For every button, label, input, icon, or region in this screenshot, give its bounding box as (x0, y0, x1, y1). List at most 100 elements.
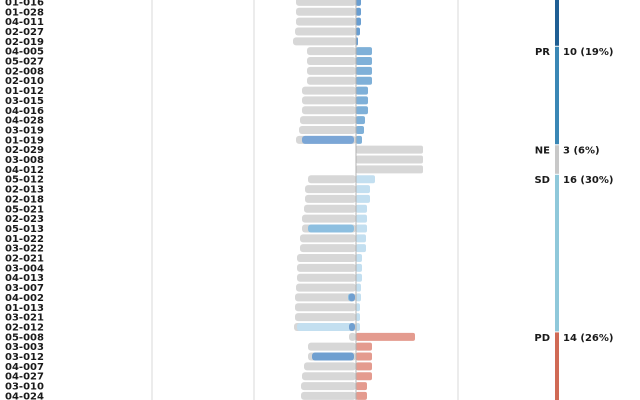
category-label: 04-011 (5, 17, 44, 28)
baseline-bar (296, 0, 356, 6)
response-bar (356, 352, 372, 361)
response-bar (356, 313, 360, 322)
bars (293, 0, 423, 400)
category-label: 04-007 (5, 362, 44, 373)
group-strip (555, 332, 559, 400)
response-bar (356, 7, 361, 16)
response-bar (356, 165, 423, 174)
category-label: 04-005 (5, 47, 44, 58)
category-label: 02-018 (5, 194, 44, 205)
baseline-bar (302, 106, 356, 115)
best-response-bar (297, 322, 354, 331)
response-bar (356, 342, 372, 351)
baseline-bar (308, 175, 356, 184)
baseline-bar (302, 372, 356, 381)
baseline-bar (349, 332, 356, 341)
response-bar (356, 66, 372, 75)
response-bar (356, 263, 362, 272)
category-label: 03-022 (5, 244, 44, 255)
group-label: SD (534, 175, 550, 186)
category-label: 01-019 (5, 135, 44, 146)
response-bar (356, 244, 366, 253)
category-label: 02-010 (5, 76, 44, 87)
category-label: 04-027 (5, 372, 44, 383)
gridlines (151, 0, 459, 400)
baseline-bar (295, 303, 356, 312)
category-label: 04-002 (5, 293, 44, 304)
response-bar (356, 175, 375, 184)
baseline-bar (307, 66, 356, 75)
response-bar (356, 27, 360, 36)
group-count: 16 (30%) (563, 175, 613, 186)
category-label: 02-019 (5, 37, 44, 48)
response-bar (356, 125, 364, 134)
baseline-bar (297, 254, 356, 263)
group-strip (555, 174, 559, 332)
category-label: 02-013 (5, 185, 44, 196)
baseline-bar (301, 382, 356, 391)
response-bar (356, 214, 367, 223)
response-bar (356, 362, 372, 371)
baseline-bar (305, 185, 356, 194)
category-label: 05-012 (5, 175, 44, 186)
baseline-bar (304, 362, 356, 371)
response-bar (356, 382, 367, 391)
response-bar (356, 185, 370, 194)
baseline-bar (297, 273, 356, 282)
group-count: 14 (26%) (563, 333, 613, 344)
response-bar (356, 155, 423, 164)
response-bar (356, 17, 361, 26)
category-label: 02-029 (5, 145, 44, 156)
category-labels: 01-01601-02804-01102-02702-01904-00505-0… (5, 0, 44, 400)
response-bar (356, 322, 360, 331)
category-label: 03-007 (5, 283, 44, 294)
category-label: 03-004 (5, 263, 44, 274)
baseline-bar (300, 116, 356, 125)
group-strip (555, 145, 559, 174)
response-bar (356, 47, 372, 56)
group-annotations: PR 10 (19%) NE 3 (6%) SD 16 (30%) PD 14 (26%) (534, 0, 613, 400)
response-bar (356, 254, 362, 263)
baseline-bar (302, 96, 356, 105)
extra-bar (349, 293, 355, 302)
category-label: 01-012 (5, 86, 44, 97)
baseline-bar (308, 342, 356, 351)
category-label: 03-015 (5, 96, 44, 107)
category-label: 03-021 (5, 313, 44, 324)
category-label: 03-003 (5, 342, 44, 353)
category-label: 04-024 (5, 391, 44, 400)
baseline-bar (300, 244, 356, 253)
category-label: 02-023 (5, 214, 44, 225)
category-label: 03-012 (5, 352, 44, 363)
category-label: 02-012 (5, 322, 44, 333)
category-label: 03-008 (5, 155, 44, 166)
category-label: 05-013 (5, 224, 44, 235)
extra-bar (349, 322, 355, 331)
response-bar (356, 391, 367, 400)
category-label: 02-027 (5, 27, 44, 38)
baseline-bar (304, 204, 356, 213)
group-count: 10 (19%) (563, 47, 613, 58)
response-bar (356, 293, 361, 302)
best-response-bar (302, 135, 354, 144)
baseline-bar (307, 57, 356, 66)
category-label: 01-022 (5, 234, 44, 245)
category-label: 04-012 (5, 165, 44, 176)
response-bar (356, 96, 368, 105)
category-label: 04-016 (5, 106, 44, 117)
response-bar (356, 273, 362, 282)
response-bar (356, 283, 361, 292)
baseline-bar (302, 214, 356, 223)
category-label: 01-028 (5, 7, 44, 18)
baseline-bar (297, 263, 356, 272)
baseline-bar (295, 27, 356, 36)
response-bar (356, 145, 423, 154)
category-label: 04-028 (5, 116, 44, 127)
baseline-bar (302, 86, 356, 95)
category-label: 03-010 (5, 382, 44, 393)
group-strip (555, 0, 559, 46)
category-label: 04-013 (5, 273, 44, 284)
response-bar (356, 372, 372, 381)
category-label: 03-019 (5, 125, 44, 136)
